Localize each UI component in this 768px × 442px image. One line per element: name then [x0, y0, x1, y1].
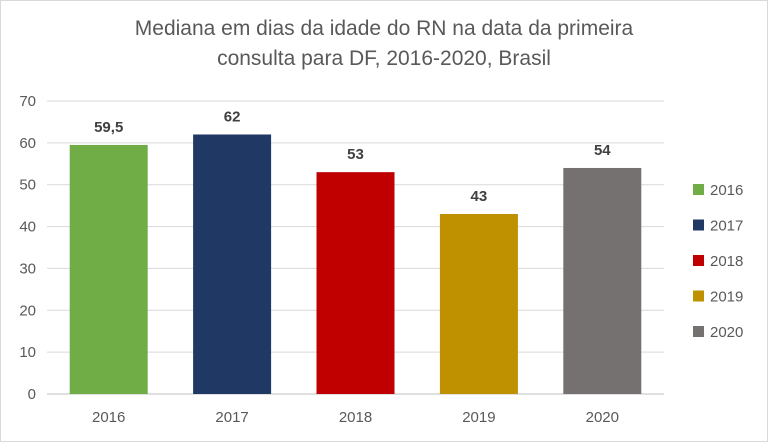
bars	[69, 134, 642, 394]
data-label-2016: 59,5	[94, 119, 123, 136]
y-tick-label: 70	[19, 93, 36, 110]
x-axis-ticks: 2016 2017 2018 2019 2020	[92, 409, 619, 426]
x-tick-label: 2019	[462, 409, 495, 426]
x-tick-label: 2018	[339, 409, 372, 426]
y-tick-label: 40	[19, 219, 36, 236]
data-label-2020: 54	[594, 142, 611, 159]
legend-swatch	[693, 326, 704, 337]
legend-swatch	[693, 290, 704, 302]
legend-label: 2018	[710, 253, 743, 270]
data-label-2018: 53	[347, 146, 364, 163]
y-tick-label: 10	[19, 344, 36, 361]
bar-2020	[563, 167, 642, 394]
x-tick-label: 2017	[215, 409, 248, 426]
bar-2017	[193, 134, 272, 394]
y-tick-label: 60	[19, 135, 36, 152]
legend: 2016 2017 2018 2019 2020	[693, 182, 743, 341]
legend-swatch	[693, 184, 704, 195]
y-tick-label: 50	[19, 177, 36, 194]
legend-swatch	[693, 255, 704, 266]
bar-2016	[69, 144, 148, 394]
data-label-2017: 62	[224, 108, 241, 125]
chart-title-line-1: Mediana em dias da idade do RN na data d…	[134, 17, 634, 40]
x-tick-label: 2020	[586, 409, 619, 426]
bar-2018	[316, 172, 395, 394]
legend-label: 2016	[710, 182, 743, 199]
legend-label: 2020	[710, 324, 743, 341]
data-label-2019: 43	[471, 188, 488, 205]
bar-2019	[439, 214, 518, 394]
data-labels: 59,5 62 53 43 54	[94, 108, 611, 205]
chart-title: Mediana em dias da idade do RN na data d…	[0, 14, 768, 74]
chart-title-line-2: consulta para DF, 2016-2020, Brasil	[217, 47, 551, 70]
legend-swatch	[693, 219, 704, 231]
y-tick-label: 30	[19, 260, 36, 277]
y-axis-ticks: 0 10 20 30 40 50 60 70	[19, 93, 36, 403]
legend-label: 2017	[710, 218, 743, 235]
x-tick-label: 2016	[92, 409, 125, 426]
legend-label: 2019	[710, 289, 743, 306]
y-tick-label: 20	[19, 302, 36, 319]
y-tick-label: 0	[28, 386, 36, 403]
